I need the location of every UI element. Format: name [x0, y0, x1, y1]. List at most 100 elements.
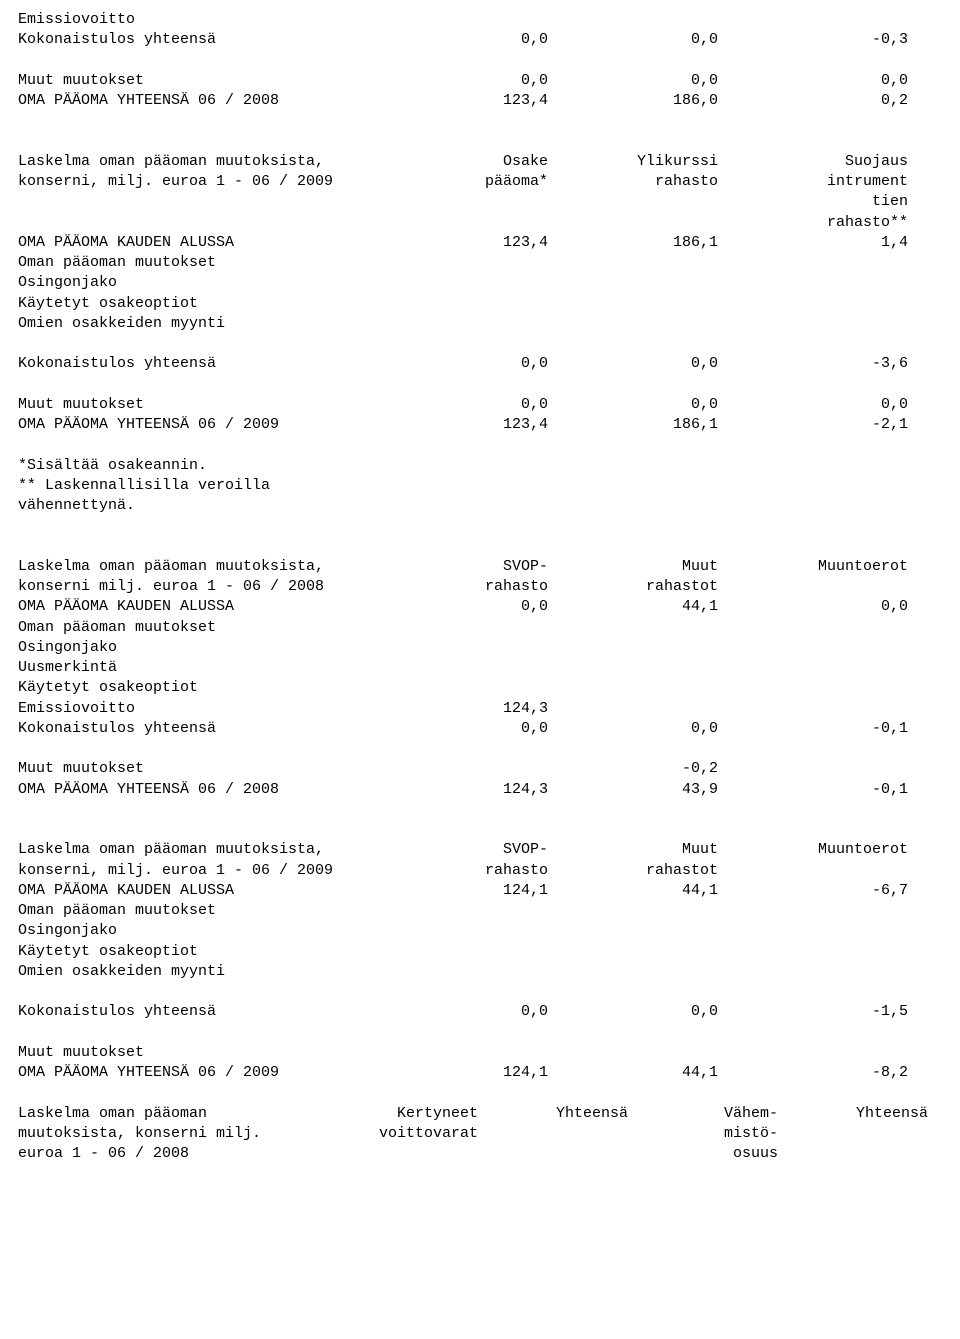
cell: -3,6	[718, 354, 908, 374]
row-label: Uusmerkintä	[18, 658, 388, 678]
table-header: konserni, milj. euroa 1 - 06 / 2009 pääo…	[18, 172, 942, 192]
row-label: Oman pääoman muutokset	[18, 253, 388, 273]
table-row: Käytetyt osakeoptiot	[18, 294, 942, 314]
table-header: euroa 1 - 06 / 2008 osuus	[18, 1144, 942, 1164]
row-label: konserni milj. euroa 1 - 06 / 2008	[18, 577, 388, 597]
cell: 0,0	[548, 395, 718, 415]
row-label: Kokonaistulos yhteensä	[18, 354, 388, 374]
table-row: Käytetyt osakeoptiot	[18, 942, 942, 962]
row-label: vähennettynä.	[18, 496, 388, 516]
cell: tien	[718, 192, 908, 212]
cell: -0,1	[718, 780, 908, 800]
cell: -0,2	[548, 759, 718, 779]
cell: 0,0	[388, 1002, 548, 1022]
cell: pääoma*	[388, 172, 548, 192]
cell	[478, 1124, 628, 1144]
row-label: ** Laskennallisilla veroilla	[18, 476, 388, 496]
table-row: Kokonaistulos yhteensä 0,0 0,0 -1,5	[18, 1002, 942, 1022]
cell	[388, 192, 548, 212]
cell	[388, 759, 548, 779]
row-label: Kokonaistulos yhteensä	[18, 719, 388, 739]
cell: 43,9	[548, 780, 718, 800]
table-header: muutoksista, konserni milj. voittovarat …	[18, 1124, 942, 1144]
table-row: Muut muutokset 0,0 0,0 0,0	[18, 71, 942, 91]
cell: 0,0	[548, 354, 718, 374]
spacer	[18, 800, 942, 820]
table-row: Omien osakkeiden myynti	[18, 962, 942, 982]
cell: rahasto	[388, 577, 548, 597]
note-text: vähennettynä.	[18, 496, 942, 516]
row-label	[18, 213, 388, 233]
table-row: OMA PÄÄOMA KAUDEN ALUSSA 123,4 186,1 1,4	[18, 233, 942, 253]
cell	[548, 192, 718, 212]
row-label: Muut muutokset	[18, 759, 388, 779]
spacer	[18, 982, 942, 1002]
cell: 1,4	[718, 233, 908, 253]
table-row: Muut muutokset -0,2	[18, 759, 942, 779]
table-row: OMA PÄÄOMA YHTEENSÄ 06 / 2008 124,3 43,9…	[18, 780, 942, 800]
table-header: Laskelma oman pääoman muutoksista, SVOP-…	[18, 840, 942, 860]
cell: SVOP-	[388, 840, 548, 860]
table-row: Kokonaistulos yhteensä 0,0 0,0 -0,1	[18, 719, 942, 739]
table-row: Käytetyt osakeoptiot	[18, 678, 942, 698]
cell: 44,1	[548, 597, 718, 617]
row-label: Käytetyt osakeoptiot	[18, 294, 388, 314]
cell: 0,0	[718, 395, 908, 415]
table-row: Muut muutokset	[18, 1043, 942, 1063]
cell	[718, 577, 908, 597]
spacer	[18, 51, 942, 71]
cell: 186,1	[548, 233, 718, 253]
row-label: *Sisältää osakeannin.	[18, 456, 388, 476]
cell: voittovarat	[328, 1124, 478, 1144]
cell: rahasto**	[718, 213, 908, 233]
spacer	[18, 334, 942, 354]
cell: 0,0	[548, 719, 718, 739]
cell: 123,4	[388, 415, 548, 435]
cell: rahasto	[548, 172, 718, 192]
cell	[478, 1144, 628, 1164]
cell: Muuntoerot	[718, 557, 908, 577]
table-row: Omien osakkeiden myynti	[18, 314, 942, 334]
cell	[388, 213, 548, 233]
row-label: Muut muutokset	[18, 395, 388, 415]
cell: rahastot	[548, 577, 718, 597]
cell: Ylikurssi	[548, 152, 718, 172]
row-label	[18, 192, 388, 212]
table-header: Laskelma oman pääoman Kertyneet Yhteensä…	[18, 1104, 942, 1124]
cell: 0,0	[388, 395, 548, 415]
cell: rahastot	[548, 861, 718, 881]
row-label: Osingonjako	[18, 921, 388, 941]
table-row: Oman pääoman muutokset	[18, 901, 942, 921]
table-row: Emissiovoitto	[18, 10, 942, 30]
row-label: Muut muutokset	[18, 71, 388, 91]
table-row: OMA PÄÄOMA YHTEENSÄ 06 / 2009 123,4 186,…	[18, 415, 942, 435]
table-row: Osingonjako	[18, 273, 942, 293]
cell: -2,1	[718, 415, 908, 435]
spacer	[18, 820, 942, 840]
cell	[778, 1124, 928, 1144]
cell: 0,0	[548, 1002, 718, 1022]
cell: 0,0	[388, 30, 548, 50]
row-label: OMA PÄÄOMA YHTEENSÄ 06 / 2008	[18, 91, 388, 111]
cell: 124,1	[388, 881, 548, 901]
cell: 44,1	[548, 1063, 718, 1083]
table-row: Muut muutokset 0,0 0,0 0,0	[18, 395, 942, 415]
row-label: Oman pääoman muutokset	[18, 901, 388, 921]
spacer	[18, 132, 942, 152]
row-label: Emissiovoitto	[18, 699, 388, 719]
row-label: konserni, milj. euroa 1 - 06 / 2009	[18, 172, 388, 192]
row-label: Omien osakkeiden myynti	[18, 314, 388, 334]
cell: intrument	[718, 172, 908, 192]
table-row: Osingonjako	[18, 921, 942, 941]
row-label: Emissiovoitto	[18, 10, 388, 30]
spacer	[18, 1083, 942, 1103]
cell	[548, 213, 718, 233]
cell: mistö-	[628, 1124, 778, 1144]
cell: osuus	[628, 1144, 778, 1164]
table-row: Kokonaistulos yhteensä 0,0 0,0 -3,6	[18, 354, 942, 374]
table-header: tien	[18, 192, 942, 212]
cell: Yhteensä	[778, 1104, 928, 1124]
table-row: Oman pääoman muutokset	[18, 618, 942, 638]
row-label: OMA PÄÄOMA YHTEENSÄ 06 / 2008	[18, 780, 388, 800]
cell: rahasto	[388, 861, 548, 881]
